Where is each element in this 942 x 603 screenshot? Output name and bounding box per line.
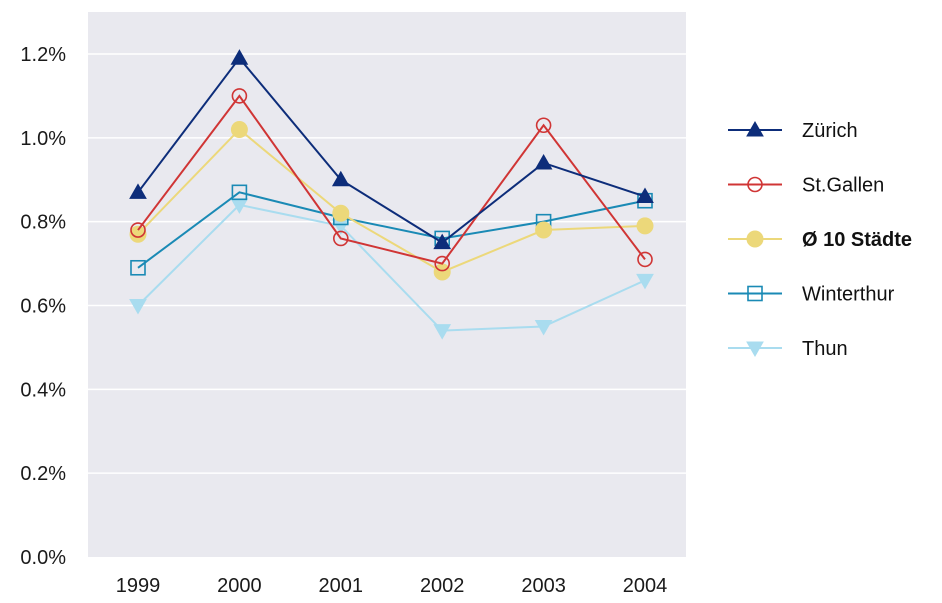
plot-background <box>88 12 686 557</box>
y-tick-label: 0.8% <box>20 212 66 234</box>
data-point <box>434 255 451 272</box>
data-point <box>230 120 248 138</box>
x-tick-label: 2000 <box>217 575 262 597</box>
data-point <box>130 259 146 276</box>
y-tick-label: 0.0% <box>20 547 66 569</box>
x-tick-label: 2002 <box>420 575 465 597</box>
legend-item: Thun <box>728 338 848 360</box>
y-tick-label: 1.2% <box>20 44 66 66</box>
x-axis-ticks: 1999 2000 2001 2002 2003 2004 <box>116 575 668 597</box>
series-line <box>137 203 646 332</box>
series-layer <box>129 49 654 340</box>
legend-marker <box>746 230 764 248</box>
legend-label: St.Gallen <box>802 175 884 197</box>
legend-marker <box>746 341 764 358</box>
legend-marker <box>747 176 763 193</box>
data-point <box>636 273 654 290</box>
legend-label: Zürich <box>802 120 858 142</box>
legend-marker <box>746 120 764 137</box>
data-point <box>433 324 452 340</box>
legend-item: Ø 10 Städte <box>728 229 912 251</box>
series-line <box>137 56 646 244</box>
data-point <box>230 49 249 65</box>
data-point <box>331 170 350 187</box>
data-point <box>129 225 147 243</box>
x-tick-label: 1999 <box>116 575 161 597</box>
data-point <box>535 117 552 134</box>
data-point <box>433 233 452 250</box>
data-point <box>129 299 147 315</box>
series-2 <box>129 120 654 281</box>
legend-label: Ø 10 Städte <box>802 229 912 251</box>
legend-label: Winterthur <box>802 284 895 306</box>
legend-item: Zürich <box>728 120 858 142</box>
legend: Zürich St.Gallen Ø 10 Städte Winterthur Thun <box>728 120 912 360</box>
data-point <box>130 222 146 238</box>
series-1 <box>130 88 653 272</box>
y-axis-ticks: 0.0% 0.2% 0.4% 0.6% 0.8% 1.0% 1.2% <box>20 44 66 569</box>
legend-label: Thun <box>802 338 848 360</box>
y-tick-label: 0.2% <box>20 463 66 485</box>
legend-item: Winterthur <box>728 284 895 306</box>
x-tick-label: 2003 <box>521 575 566 597</box>
x-tick-label: 2004 <box>623 575 668 597</box>
data-point <box>534 319 553 336</box>
y-tick-label: 0.4% <box>20 379 66 401</box>
series-line <box>137 191 646 269</box>
legend-marker <box>747 285 763 302</box>
series-line <box>137 128 646 274</box>
y-tick-label: 0.6% <box>20 296 66 318</box>
gridlines <box>88 53 686 474</box>
data-point <box>535 221 553 239</box>
data-point <box>231 88 248 104</box>
data-point <box>637 251 653 268</box>
series-0 <box>129 49 654 250</box>
data-point <box>332 230 349 247</box>
data-point <box>636 217 654 235</box>
legend-item: St.Gallen <box>728 175 884 197</box>
data-point <box>332 204 350 222</box>
data-point <box>129 183 147 199</box>
series-line <box>137 94 646 265</box>
data-point <box>636 187 654 204</box>
x-tick-label: 2001 <box>319 575 364 597</box>
y-tick-label: 1.0% <box>20 128 66 150</box>
data-point <box>231 184 248 201</box>
data-point <box>534 153 553 170</box>
